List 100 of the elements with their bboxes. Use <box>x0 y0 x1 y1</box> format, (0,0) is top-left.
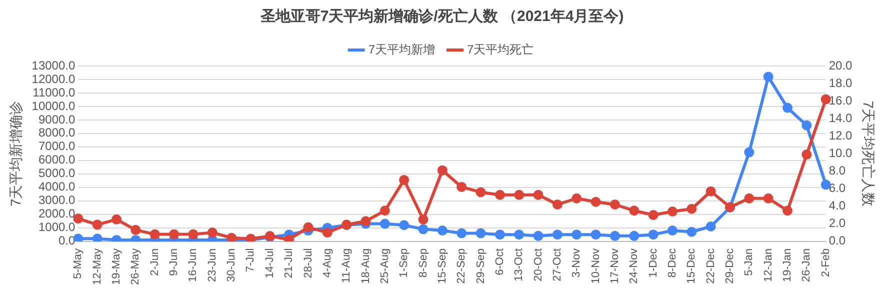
y2-tick-label: 4.0 <box>828 198 846 213</box>
point <box>706 221 716 232</box>
y-tick-label: 11000.0 <box>32 85 76 100</box>
x-tick-label: 1-Sep <box>398 248 410 278</box>
y2-tick-label: 12.0 <box>828 128 853 142</box>
y-tick-label: 3000.0 <box>38 193 76 208</box>
y-tick-label: 9000.0 <box>38 112 76 126</box>
x-tick-label: 9-Jun <box>168 248 180 276</box>
point <box>802 150 812 160</box>
y-tick-label: 13000.0 <box>32 58 76 72</box>
y-axis-title: 7天平均新增确诊 <box>7 100 24 207</box>
point <box>476 187 486 198</box>
point <box>744 193 754 204</box>
y-tick-label: 8000.0 <box>38 126 76 140</box>
point <box>533 190 544 200</box>
x-tick-label: 13-Oct <box>513 248 526 282</box>
x-tick-label: 2-Jun <box>148 248 161 276</box>
x-tick-label: 17-Nov <box>608 248 621 284</box>
point <box>572 230 582 240</box>
point <box>552 200 562 210</box>
x-tick-label: 5-May <box>72 248 84 279</box>
legend-label: 7天平均新增 <box>368 42 436 56</box>
x-tick-label: 22-Dec <box>704 248 717 284</box>
point <box>820 180 831 190</box>
point <box>437 226 448 236</box>
point <box>303 222 314 232</box>
point <box>188 229 198 240</box>
x-tick-label: 14-Jul <box>264 248 276 278</box>
point <box>686 204 697 214</box>
point <box>169 229 180 240</box>
y-tick-label: 6000.0 <box>38 152 76 167</box>
x-tick-label: 23-Jun <box>206 248 218 282</box>
y-tick-label: 4000.0 <box>38 180 76 194</box>
x-tick-label: 19-Jan <box>782 248 794 282</box>
point <box>610 230 620 241</box>
x-tick-label: 16-Jun <box>187 248 200 282</box>
x-tick-label: 11-Aug <box>340 248 353 283</box>
point <box>322 228 332 238</box>
y2-tick-label: 6.0 <box>828 181 846 196</box>
point <box>399 174 410 185</box>
point <box>629 206 640 216</box>
y-tick-label: 2000.0 <box>38 206 76 221</box>
point <box>494 230 505 240</box>
x-tick-label: 24-Nov <box>628 248 640 284</box>
point <box>418 214 428 224</box>
y-tick-label: 10000.0 <box>32 98 76 113</box>
y2-tick-label: 8.0 <box>828 164 846 178</box>
y2-tick-label: 0.0 <box>828 234 846 248</box>
x-tick-label: 1-Dec <box>647 248 660 278</box>
point <box>514 230 524 240</box>
point <box>207 228 218 238</box>
point <box>667 206 678 217</box>
point <box>494 190 505 200</box>
point <box>150 229 160 240</box>
y2-tick-label: 14.0 <box>828 110 853 125</box>
x-tick-label: 4-Aug <box>321 248 334 278</box>
x-tick-label: 3-Nov <box>570 248 583 278</box>
point <box>456 228 467 238</box>
point <box>629 230 640 241</box>
point <box>92 220 102 230</box>
x-tick-label: 19-May <box>110 248 123 286</box>
x-tick-label: 10-Nov <box>590 248 602 284</box>
point <box>130 224 141 235</box>
x-tick-label: 8-Sep <box>417 248 430 278</box>
point <box>418 224 428 234</box>
point <box>667 226 678 236</box>
point <box>763 193 774 204</box>
y-tick-label: 5000.0 <box>38 166 76 180</box>
y2-tick-label: 10.0 <box>828 146 853 160</box>
legend-label: 7天平均死亡 <box>467 42 534 56</box>
chart-title: 圣地亚哥7天平均新增确诊/死亡人数 （2021年4月至今) <box>259 7 624 26</box>
point <box>782 102 793 113</box>
y2-axis-title: 7天平均死亡人数 <box>860 100 877 207</box>
x-tick-label: 20-Oct <box>532 248 544 282</box>
x-tick-label: 2-Feb <box>820 248 832 278</box>
x-tick-label: 25-Aug <box>378 248 391 284</box>
point <box>92 234 102 242</box>
x-tick-label: 5-Jan <box>743 248 756 276</box>
point <box>476 228 486 238</box>
point <box>802 120 812 130</box>
x-tick-label: 29-Dec <box>724 248 736 284</box>
point <box>686 226 697 237</box>
point <box>763 72 774 82</box>
x-tick-label: 21-Jul <box>283 248 296 278</box>
point <box>552 230 562 240</box>
x-tick-label: 12-May <box>91 248 104 286</box>
x-tick-label: 6-Oct <box>494 248 506 276</box>
point <box>744 147 754 158</box>
y2-tick-label: 2.0 <box>828 216 846 230</box>
point <box>648 230 658 240</box>
point <box>437 165 448 176</box>
x-tick-label: 15-Dec <box>686 248 698 284</box>
x-tick-label: 29-Sep <box>474 248 487 284</box>
point <box>590 230 601 240</box>
point <box>782 206 793 216</box>
x-tick-label: 26-Jan <box>800 248 813 282</box>
point <box>456 182 467 192</box>
x-tick-label: 28-Jul <box>302 248 314 278</box>
x-tick-label: 8-Dec <box>666 248 679 278</box>
point <box>590 196 601 207</box>
